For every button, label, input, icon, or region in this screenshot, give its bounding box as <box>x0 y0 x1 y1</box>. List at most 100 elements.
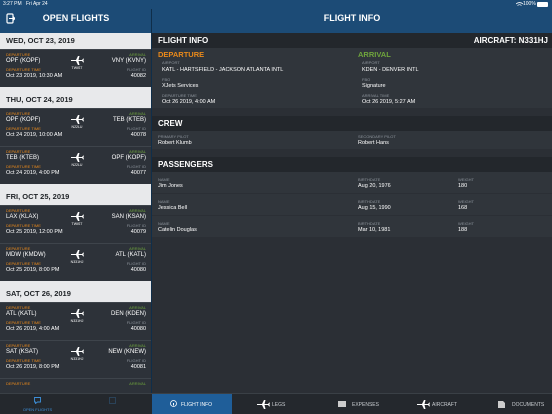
plane-icon <box>71 115 84 124</box>
arrival-label: ARRIVAL <box>129 246 146 251</box>
date-heading: SAT, OCT 26, 2019 <box>6 289 71 299</box>
aircraft-title: AIRCRAFT: N331HJ <box>473 36 548 45</box>
tab[interactable] <box>75 394 151 414</box>
plane-icon <box>71 347 84 356</box>
fbo-label: FBO <box>162 77 171 82</box>
fbo-label: FBO <box>362 77 371 82</box>
secondary-pilot: Robert Hans <box>358 140 389 147</box>
tab-label: EXPENSES <box>352 401 379 408</box>
fbo: XJets Services <box>162 83 199 90</box>
departure-time: Oct 24 2019, 10:00 AM <box>6 132 63 139</box>
arrival-label: ARRIVAL <box>129 343 146 348</box>
passenger-row <box>152 194 552 215</box>
flight-card[interactable]: DEPARTURE ARRIVAL LAX (KLAX) DEPARTURE TIME… <box>0 205 151 244</box>
flight-list[interactable]: WED, OCT 23, 2019 DEPARTURE ARRIVAL OPF (KO… <box>0 33 151 393</box>
flight-id: 40080 <box>130 267 146 274</box>
departure-label: DEPARTURE <box>6 52 31 57</box>
tab[interactable]: AIRCRAFT <box>392 394 472 414</box>
date-heading: WED, OCT 23, 2019 <box>6 36 75 46</box>
arrival-airport: TEB (KTEB) <box>112 117 146 123</box>
status-time: 3:27 PM <box>3 0 22 7</box>
info-block <box>152 48 552 108</box>
flight-card[interactable]: DEPARTURE ARRIVAL MDW (KMDW) DEPARTURE TIME… <box>0 243 151 282</box>
flight-detail: FLIGHT INFO AIRCRAFT: N331HJ DEPARTURE AIRP… <box>152 33 552 393</box>
arrival-airport: OPF (KOPF) <box>111 155 146 161</box>
departure-airport: MDW (KMDW) <box>6 252 46 258</box>
departure-time: Oct 25 2019, 12:00 PM <box>6 229 63 236</box>
column-label: WEIGHT <box>458 221 474 226</box>
status-icons <box>516 2 548 7</box>
tab[interactable]: EXPENSES <box>312 394 392 414</box>
passenger-cell: Catelin Douglas <box>158 227 197 234</box>
departure-airport: OPF (KOPF) <box>6 58 41 64</box>
tab-label: DOCUMENTS <box>512 401 545 408</box>
flight-card[interactable]: DEPARTURE ARRIVAL <box>0 378 151 393</box>
flight-card[interactable]: DEPARTURE ARRIVAL TEB (KTEB) DEPARTURE TIME… <box>0 146 151 185</box>
time-label: ARRIVAL TIME <box>362 93 390 98</box>
tab-label: AIRCRAFT <box>432 401 457 408</box>
arrival-airport: ATL (KATL) <box>115 252 146 258</box>
departure-time: Oct 25 2019, 8:00 PM <box>6 267 60 274</box>
departure-time-label: DEPARTURE TIME <box>6 67 41 72</box>
arrival-label: ARRIVAL <box>129 149 146 154</box>
arrival-label: ARRIVAL <box>129 111 146 116</box>
flight-card[interactable]: DEPARTURE ARRIVAL OPF (KOPF) DEPARTURE TIME… <box>0 108 151 147</box>
passenger-row <box>152 172 552 193</box>
flight-id-label: FLIGHT ID <box>126 67 146 72</box>
tab-icon <box>34 397 41 404</box>
secondary-pilot-label: SECONDARY PILOT <box>358 134 396 139</box>
arrival-label: ARRIVAL <box>129 381 146 386</box>
passenger-cell: Aug 15, 1990 <box>358 205 391 212</box>
aircraft-tag: N331HJ <box>70 319 84 324</box>
departure-label: DEPARTURE <box>6 208 31 213</box>
arrival-airport: SAN (KSAN) <box>111 214 146 220</box>
flight-id: 40080 <box>130 326 146 333</box>
divider <box>151 9 152 393</box>
departure-time: Oct 26 2019, 4:00 AM <box>6 326 60 333</box>
departure-time-label: DEPARTURE TIME <box>6 164 41 169</box>
tab-label: LEGS <box>272 401 286 408</box>
flight-card[interactable]: DEPARTURE ARRIVAL ATL (KATL) DEPARTURE TIME… <box>0 302 151 341</box>
date-heading: THU, OCT 24, 2019 <box>6 95 73 105</box>
airport-label: AIRPORT <box>162 60 180 65</box>
flight-card[interactable]: DEPARTURE ARRIVAL SAT (KSAT) DEPARTURE TIME… <box>0 340 151 379</box>
primary-pilot: Robert Klumb <box>158 140 192 147</box>
detail-title: FLIGHT INFO <box>323 12 381 23</box>
flight-card[interactable]: DEPARTURE ARRIVAL OPF (KOPF) DEPARTURE TIME… <box>0 49 151 88</box>
section-header: PASSENGERS <box>152 157 552 172</box>
flight-id: 40077 <box>130 170 146 177</box>
primary-pilot-label: PRIMARY PILOT <box>158 134 189 139</box>
departure-airport: OPF (KOPF) <box>6 117 41 123</box>
tab-icon <box>109 397 116 404</box>
tab[interactable]: FLIGHT INFO <box>152 394 232 414</box>
arrival-airport: DEN (KDEN) <box>110 311 146 317</box>
departure-airport: SAT (KSAT) <box>6 349 39 355</box>
aircraft-tag: N331HJ <box>70 357 84 362</box>
tab-label: FLIGHT INFO <box>181 401 213 408</box>
flight-id-label: FLIGHT ID <box>126 126 146 131</box>
passenger-cell: 188 <box>458 227 468 234</box>
tab[interactable]: DOCUMENTS <box>472 394 552 414</box>
tab-icon <box>170 400 177 407</box>
departure-heading: DEPARTURE <box>158 50 205 60</box>
sidebar-title: OPEN FLIGHTS <box>42 12 110 23</box>
time-label: DEPARTURE TIME <box>162 93 197 98</box>
plane-icon <box>71 56 84 65</box>
column-label: BIRTHDATE <box>358 199 381 204</box>
date-header: WED, OCT 23, 2019 <box>0 33 151 49</box>
logout-icon[interactable] <box>6 13 15 24</box>
tab-label: OPEN FLIGHTS <box>22 406 53 412</box>
departure-airport: ATL (KATL) <box>6 311 37 317</box>
section-header: FLIGHT INFO AIRCRAFT: N331HJ <box>152 33 552 48</box>
departure-time-label: DEPARTURE TIME <box>6 126 41 131</box>
airport: KDEN - DENVER INTL <box>362 67 419 74</box>
section-header: CREW <box>152 116 552 131</box>
column-label: WEIGHT <box>458 199 474 204</box>
section-title: PASSENGERS <box>158 160 213 169</box>
status-battery: 100% <box>523 0 536 7</box>
tab[interactable]: LEGS <box>232 394 312 414</box>
tab[interactable]: OPEN FLIGHTS <box>0 394 75 414</box>
departure-label: DEPARTURE <box>6 246 31 251</box>
arrival-heading: ARRIVAL <box>358 50 391 60</box>
